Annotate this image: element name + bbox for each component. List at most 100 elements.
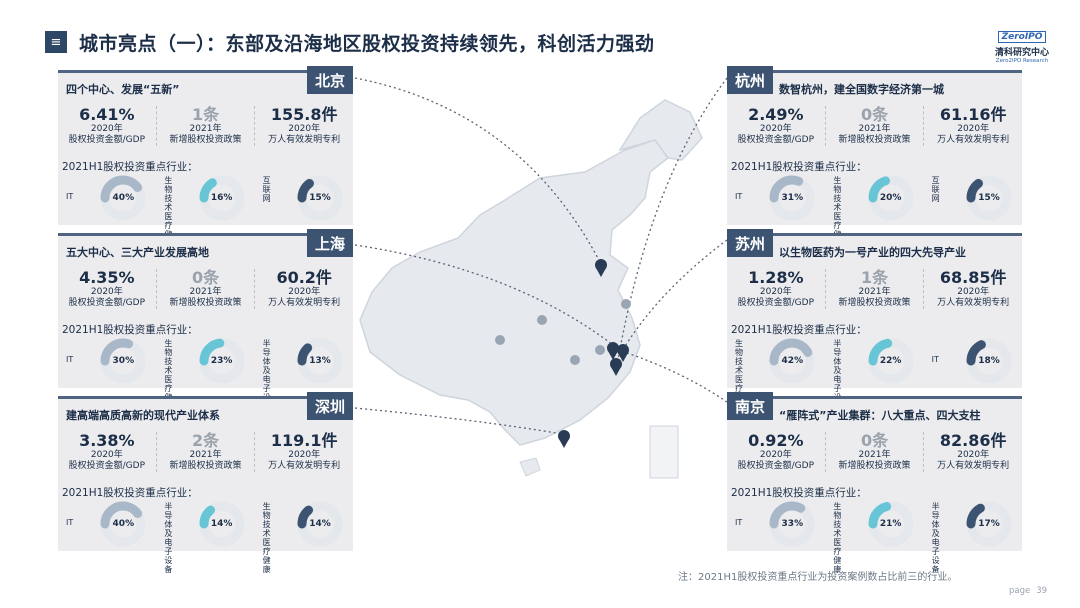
industry-item: IT 18% [924,337,1022,385]
industry-name: IT [66,355,74,364]
stats-row: 6.41% 2020年 股权投资金额/GDP 1条 2021年 新增股权投资政策 155.8… [58,106,353,146]
industry-share: 31% [781,193,804,203]
map-mainland-shape [359,139,670,446]
location-pins [495,259,631,448]
city-tag: 杭州 [727,66,773,94]
page-title: 城市亮点（一）：东部及沿海地区股权投资持续领先，科创活力强劲 [79,32,655,55]
industry-title: 2021H1股权投资重点行业： [731,487,867,499]
stats-row: 4.35% 2020年 股权投资金额/GDP 0条 2021年 新增股权投资政策 60.2件… [58,269,353,309]
donut-chart [297,175,343,221]
industry-row: IT 40% 生物技术医疗健康16% 互联网 15% [58,174,353,248]
city-card: 苏州 以生物医药为一号产业的四大先导产业 1.28% 2020年 股权投资金额/GDP 1… [727,229,1022,411]
stat-year: 2021年 [189,124,222,134]
city-tag: 上海 [307,229,353,257]
industry-item: 生物技术医疗健康23% [156,337,254,411]
city-subtitle: 数智杭州，建全国数字经济第一城 [779,83,944,96]
stats-row: 3.38% 2020年 股权投资金额/GDP 2条 2021年 新增股权投资政策 119.1… [58,432,353,472]
footnote: 注：2021H1股权投资重点行业为投资案例数占比前三的行业。 [678,572,958,583]
industry-name: IT [66,192,74,201]
industry-item: 半导体及电子设备 17% [924,500,1022,574]
stat-year: 2020年 [288,287,321,297]
industry-item: 半导体及电子设备13% [255,337,353,411]
city-tag: 北京 [307,66,353,94]
stat-value: 0.92% [748,431,804,450]
industry-item: IT 33% [727,500,825,548]
stat-label: 新增股权投资政策 [838,135,911,145]
donut-chart [297,501,343,547]
connector-shenzhen [354,407,563,435]
stat-item: 0条 2021年 新增股权投资政策 [824,105,924,146]
industry-title: 2021H1股权投资重点行业： [731,324,867,336]
stat-label: 万人有效发明专利 [268,298,341,308]
donut-chart [966,501,1012,547]
stat-value: 0条 [191,268,220,287]
stat-label: 新增股权投资政策 [169,461,242,471]
city-card: 上海 五大中心、三大产业发展高地 4.35% 2020年 股权投资金额/GDP 0条 202… [58,229,353,411]
stat-item: 2条 2021年 新增股权投资政策 [155,432,255,472]
logo-en: Zero2IPO Research [995,58,1049,64]
industry-name: 生物技术医疗健康 [262,502,271,574]
industry-row: IT 40% 半导体及电子设备 14% 生物技术医疗健康 14% [58,500,353,574]
logo-brand: ZeroIPO [997,31,1047,43]
industry-name: 半导体及电子设备 [931,502,940,574]
stat-label: 股权投资金额/GDP [737,298,815,308]
donut-chart [769,501,815,547]
stat-value: 4.35% [79,268,135,287]
pin-icon [595,345,605,355]
pin-icon [537,315,547,325]
donut-chart [297,338,343,384]
stat-year: 2021年 [189,287,222,297]
logo: ZeroIPO 清科研究中心 Zero2IPO Research [992,24,1052,64]
city-tag: 南京 [727,392,773,420]
stat-label: 新增股权投资政策 [838,298,911,308]
donut-value-arc [868,338,914,384]
stat-value: 1.28% [748,268,804,287]
industry-share: 33% [781,519,804,529]
stat-year: 2020年 [957,287,990,297]
connector-lines [354,77,728,435]
stat-label: 万人有效发明专利 [268,461,341,471]
stat-value: 61.16件 [939,105,1007,124]
stat-label: 万人有效发明专利 [937,135,1010,145]
industry-item: IT 40% [58,500,156,548]
stat-value: 6.41% [79,105,135,124]
stat-value: 0条 [860,431,889,450]
stat-value: 0条 [860,105,889,124]
industry-title: 2021H1股权投资重点行业： [62,487,198,499]
city-tag: 苏州 [727,229,773,257]
connector-suzhou [623,239,728,349]
stat-item: 1.28% 2020年 股权投资金额/GDP [727,269,825,309]
stat-label: 万人有效发明专利 [937,461,1010,471]
city-card: 杭州 数智杭州，建全国数字经济第一城 2.49% 2020年 股权投资金额/GDP 0条 2… [727,66,1022,248]
industry-share: 23% [210,356,233,366]
stat-year: 2020年 [759,450,792,460]
donut-value-arc [199,175,245,221]
industry-title: 2021H1股权投资重点行业： [731,161,867,173]
stats-row: 1.28% 2020年 股权投资金额/GDP 1条 2021年 新增股权投资政策 68.85… [727,269,1022,309]
industry-share: 13% [309,356,331,366]
stat-item: 4.35% 2020年 股权投资金额/GDP [58,269,156,309]
donut-value-arc [297,501,343,547]
stat-value: 155.8件 [270,105,338,124]
stat-item: 82.86件 2020年 万人有效发明专利 [923,432,1022,472]
pin-icon [610,358,622,376]
stat-item: 1条 2021年 新增股权投资政策 [155,106,255,146]
donut-value-arc [966,175,1012,221]
donut-value-arc [868,175,914,221]
pin-icon [495,335,505,345]
stat-label: 股权投资金额/GDP [68,298,146,308]
pin-icon [617,344,629,362]
industry-share: 18% [978,356,1000,366]
stat-label: 股权投资金额/GDP [737,135,815,145]
industry-item: 生物技术医疗健康20% [825,174,923,248]
map-inset-box [649,425,679,479]
industry-share: 20% [879,193,902,203]
industry-share: 16% [210,193,233,203]
menu-icon[interactable]: ≡ [45,31,67,53]
stat-item: 1条 2021年 新增股权投资政策 [824,269,924,309]
stat-year: 2020年 [759,124,792,134]
industry-share: 14% [210,519,233,529]
connector-shanghai [354,244,623,353]
stat-label: 万人有效发明专利 [268,135,341,145]
stat-year: 2021年 [858,450,891,460]
